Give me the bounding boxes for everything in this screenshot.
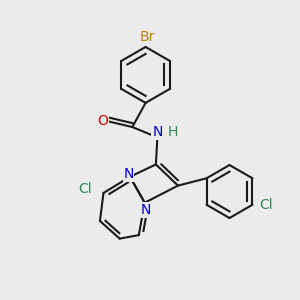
Text: H: H [167, 125, 178, 139]
Text: Cl: Cl [259, 198, 272, 212]
Text: O: O [98, 114, 108, 128]
Text: N: N [141, 203, 152, 217]
Text: N: N [152, 125, 163, 139]
Text: Cl: Cl [78, 182, 92, 196]
Text: Br: Br [140, 30, 155, 44]
Text: N: N [123, 167, 134, 181]
